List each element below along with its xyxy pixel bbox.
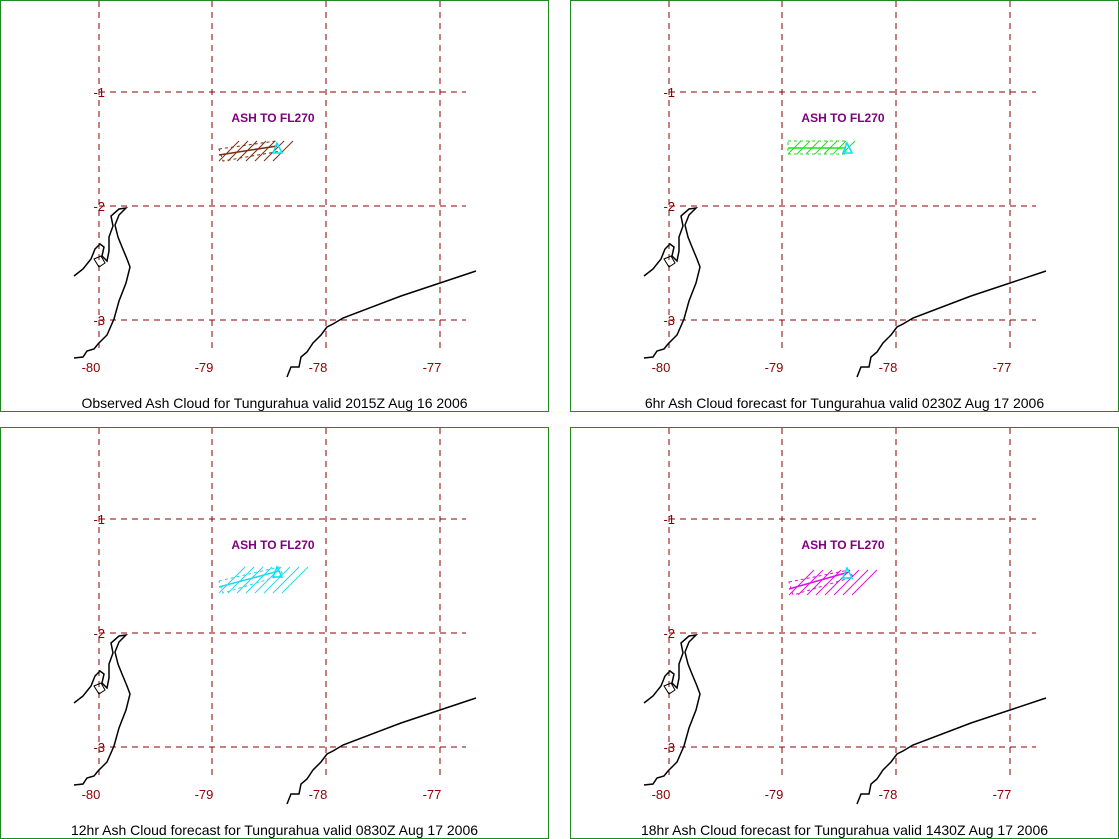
lat-tick-label: -2 xyxy=(93,626,105,641)
lat-tick-label: -2 xyxy=(93,199,105,214)
gulf-inlet xyxy=(93,255,106,268)
ash-cloud-forecast-6hr-icon xyxy=(787,140,856,155)
lon-tick-label: -77 xyxy=(423,787,442,802)
ash-cloud-forecast-18hr-icon xyxy=(788,569,878,596)
lon-tick-label: -77 xyxy=(993,787,1012,802)
coastline xyxy=(73,206,131,359)
lon-tick-label: -78 xyxy=(309,787,328,802)
lat-tick-label: -3 xyxy=(663,313,675,328)
lat-tick-label: -1 xyxy=(663,85,675,100)
map-panel-1: -1 -2 -3 -80 -79 -78 -77 ASH TO FL270 Observed A… xyxy=(0,0,549,412)
lon-tick-label: -78 xyxy=(879,360,898,375)
ash-altitude-label: ASH TO FL270 xyxy=(801,111,884,125)
country-border xyxy=(286,697,477,805)
lon-tick-label: -79 xyxy=(765,360,784,375)
lon-tick-label: -80 xyxy=(82,360,101,375)
country-border xyxy=(856,697,1047,805)
lon-tick-label: -80 xyxy=(652,787,671,802)
panel-caption: 6hr Ash Cloud forecast for Tungurahua va… xyxy=(644,395,1045,411)
coastline xyxy=(643,206,701,359)
ash-altitude-label: ASH TO FL270 xyxy=(231,111,314,125)
map-canvas: -1 -2 -3 -80 -79 -78 -77 ASH TO FL270 xyxy=(643,1,1047,378)
lon-tick-label: -78 xyxy=(309,360,328,375)
lat-tick-label: -3 xyxy=(93,313,105,328)
volcano-triangle-icon xyxy=(841,566,854,579)
country-border xyxy=(286,270,477,378)
map-canvas: -1 -2 -3 -80 -79 -78 -77 ASH TO FL270 xyxy=(73,1,477,378)
lon-tick-label: -80 xyxy=(82,787,101,802)
map-canvas: -1 -2 -3 -80 -79 -78 -77 ASH TO FL270 xyxy=(73,428,477,805)
map-panel-3: -1 -2 -3 -80 -79 -78 -77 ASH TO FL270 12hr Ash C… xyxy=(0,427,549,839)
panel-caption: Observed Ash Cloud for Tungurahua valid … xyxy=(81,395,468,411)
lon-tick-label: -77 xyxy=(423,360,442,375)
lat-tick-label: -1 xyxy=(93,85,105,100)
ash-altitude-label: ASH TO FL270 xyxy=(801,538,884,552)
panel-caption: 18hr Ash Cloud forecast for Tungurahua v… xyxy=(640,822,1049,838)
gulf-inlet xyxy=(663,682,676,695)
volcano-triangle-icon xyxy=(271,141,284,154)
gulf-inlet xyxy=(93,682,106,695)
lon-tick-label: -79 xyxy=(195,787,214,802)
ash-cloud-forecast-12hr-icon xyxy=(218,566,309,594)
lat-tick-label: -2 xyxy=(663,626,675,641)
panel-caption: 12hr Ash Cloud forecast for Tungurahua v… xyxy=(70,822,479,838)
lat-tick-label: -1 xyxy=(93,512,105,527)
lat-tick-label: -2 xyxy=(663,199,675,214)
ash-cloud-observed-icon xyxy=(218,140,294,162)
lat-tick-label: -3 xyxy=(663,740,675,755)
lat-tick-label: -3 xyxy=(93,740,105,755)
volcano-triangle-icon xyxy=(271,565,284,578)
volcano-triangle-icon xyxy=(841,141,854,154)
coastline xyxy=(73,633,131,786)
lon-tick-label: -77 xyxy=(993,360,1012,375)
country-border xyxy=(856,270,1047,378)
ash-altitude-label: ASH TO FL270 xyxy=(231,538,314,552)
map-panel-4: -1 -2 -3 -80 -79 -78 -77 ASH TO FL270 18hr Ash C… xyxy=(570,427,1119,839)
lon-tick-label: -79 xyxy=(765,787,784,802)
lon-tick-label: -78 xyxy=(879,787,898,802)
coastline xyxy=(643,633,701,786)
lon-tick-label: -79 xyxy=(195,360,214,375)
map-panel-2: -1 -2 -3 -80 -79 -78 -77 ASH TO FL270 6hr Ash Cl… xyxy=(570,0,1119,412)
lat-tick-label: -1 xyxy=(663,512,675,527)
gulf-inlet xyxy=(663,255,676,268)
map-canvas: -1 -2 -3 -80 -79 -78 -77 ASH TO FL270 xyxy=(643,428,1047,805)
lon-tick-label: -80 xyxy=(652,360,671,375)
